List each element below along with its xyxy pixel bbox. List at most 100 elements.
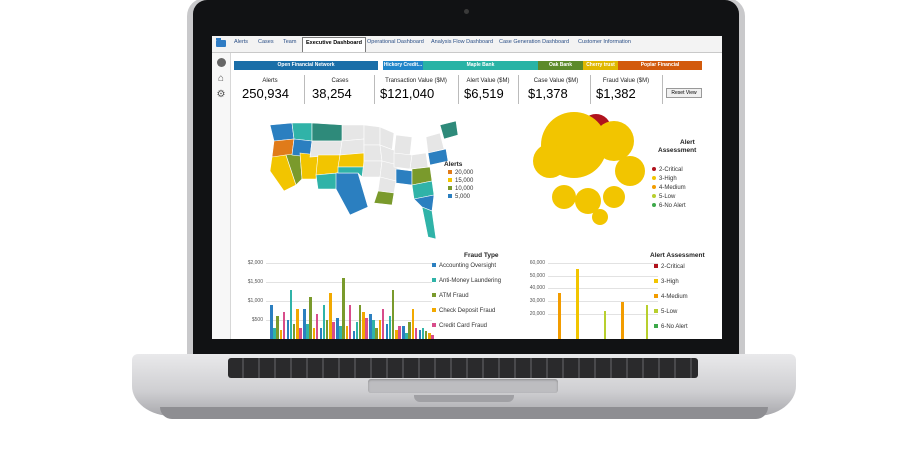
bar[interactable] xyxy=(342,278,345,339)
bar[interactable] xyxy=(312,327,316,339)
tab-analysis-flow-dashboard[interactable]: Analysis Flow Dashboard xyxy=(431,39,494,45)
breadcrumb-item[interactable]: Maple Bank xyxy=(423,61,538,70)
tab-executive-dashboard[interactable]: Executive Dashboard xyxy=(302,37,366,52)
legend-label: 20,000 xyxy=(455,170,474,176)
us-map[interactable] xyxy=(262,115,462,250)
bar[interactable] xyxy=(292,323,296,339)
kpi-value: $121,040 xyxy=(380,86,435,101)
bar[interactable] xyxy=(362,312,365,339)
gridline xyxy=(548,313,658,315)
kpi-card: Alerts 250,934 xyxy=(236,75,305,104)
tab-customer-information[interactable]: Customer Information xyxy=(578,39,631,45)
bar[interactable] xyxy=(332,321,335,339)
bar[interactable] xyxy=(431,335,434,339)
bubble[interactable] xyxy=(603,186,625,208)
map-region xyxy=(269,154,297,192)
bar[interactable] xyxy=(365,318,368,339)
bar[interactable] xyxy=(336,318,339,339)
bar[interactable] xyxy=(421,327,425,339)
chart-legend-item: Accounting Oversight xyxy=(432,263,496,269)
bar[interactable] xyxy=(428,333,431,339)
folder-icon[interactable] xyxy=(216,38,226,47)
bar[interactable] xyxy=(319,327,323,339)
breadcrumb-item[interactable]: Open Financial Network xyxy=(234,61,378,70)
bar[interactable] xyxy=(576,269,579,339)
bar[interactable] xyxy=(558,293,561,339)
fraud-type-chart[interactable]: $500 $1,000 $1,500 $2,000 xyxy=(242,251,434,339)
bar[interactable] xyxy=(282,312,286,339)
map-region xyxy=(393,134,413,156)
bar[interactable] xyxy=(418,329,422,339)
bar[interactable] xyxy=(309,297,312,339)
breadcrumb-item[interactable]: Oak Bank xyxy=(538,61,583,70)
tab-team[interactable]: Team xyxy=(283,39,297,45)
bar[interactable] xyxy=(279,329,283,339)
bubble[interactable] xyxy=(552,185,576,209)
legend-swatch xyxy=(654,309,658,314)
bar[interactable] xyxy=(306,323,309,339)
alert-assessment-chart[interactable]: 20,000 30,000 40,000 50,000 60,000 xyxy=(522,251,658,339)
tab-cases[interactable]: Cases xyxy=(258,39,274,45)
bar[interactable] xyxy=(405,333,408,339)
bar[interactable] xyxy=(352,331,356,339)
home-icon[interactable]: ⌂ xyxy=(217,73,225,84)
bar[interactable] xyxy=(398,325,401,339)
bar[interactable] xyxy=(348,304,352,339)
map-legend-title: Alerts xyxy=(444,161,463,168)
bar[interactable] xyxy=(378,320,382,339)
gear-icon[interactable]: ⚙ xyxy=(216,89,226,100)
breadcrumb-item[interactable]: Hickory Credit... xyxy=(383,61,423,70)
tab-alerts[interactable]: Alerts xyxy=(234,39,249,45)
bar[interactable] xyxy=(270,304,273,339)
bar[interactable] xyxy=(273,327,276,339)
bar[interactable] xyxy=(424,331,428,339)
legend-dot xyxy=(652,194,656,199)
bar[interactable] xyxy=(322,304,326,339)
bar[interactable] xyxy=(329,293,332,339)
bar[interactable] xyxy=(276,316,279,339)
bubble[interactable] xyxy=(533,144,567,178)
bubble[interactable] xyxy=(592,209,608,225)
tab-bar: Alerts Cases Team Executive Dashboard Operat… xyxy=(212,36,722,53)
bar[interactable] xyxy=(411,308,415,339)
y-tick-label: 30,000 xyxy=(529,298,545,304)
tab-operational-dashboard[interactable]: Operational Dashboard xyxy=(367,39,424,45)
bar[interactable] xyxy=(402,325,405,339)
bar[interactable] xyxy=(381,308,385,339)
bar[interactable] xyxy=(369,314,372,339)
bar[interactable] xyxy=(358,304,362,339)
avatar-icon[interactable] xyxy=(217,58,226,67)
bar[interactable] xyxy=(395,329,398,339)
bar[interactable] xyxy=(391,289,395,339)
reset-view-button[interactable]: Reset View xyxy=(666,88,702,98)
bar[interactable] xyxy=(289,289,293,339)
breadcrumb-item[interactable]: Poplar Financial xyxy=(618,61,702,70)
bar[interactable] xyxy=(355,321,359,339)
breadcrumb-item[interactable]: Cherry trust xyxy=(583,61,618,70)
bar[interactable] xyxy=(603,311,607,339)
bar[interactable] xyxy=(388,316,392,339)
legend-swatch xyxy=(448,186,452,191)
kpi-value: $1,382 xyxy=(596,86,636,101)
bubble[interactable] xyxy=(615,156,645,186)
bar[interactable] xyxy=(303,308,306,339)
bar[interactable] xyxy=(408,321,411,339)
gridline xyxy=(266,301,432,302)
gridline xyxy=(548,301,658,302)
bar[interactable] xyxy=(385,323,389,339)
bar[interactable] xyxy=(286,320,290,339)
tab-case-generation-dashboard[interactable]: Case Generation Dashboard xyxy=(499,39,570,45)
bar[interactable] xyxy=(315,314,319,339)
bar[interactable] xyxy=(372,320,375,339)
bar[interactable] xyxy=(345,325,349,339)
bar[interactable] xyxy=(339,325,342,339)
bar[interactable] xyxy=(375,327,378,339)
bar[interactable] xyxy=(414,327,418,339)
bar[interactable] xyxy=(299,327,302,339)
bar[interactable] xyxy=(645,304,649,339)
legend-label: 4-Medium xyxy=(659,185,686,191)
bar[interactable] xyxy=(621,302,624,339)
bar[interactable] xyxy=(325,320,329,339)
bar[interactable] xyxy=(296,308,299,339)
bubble[interactable] xyxy=(594,121,634,161)
